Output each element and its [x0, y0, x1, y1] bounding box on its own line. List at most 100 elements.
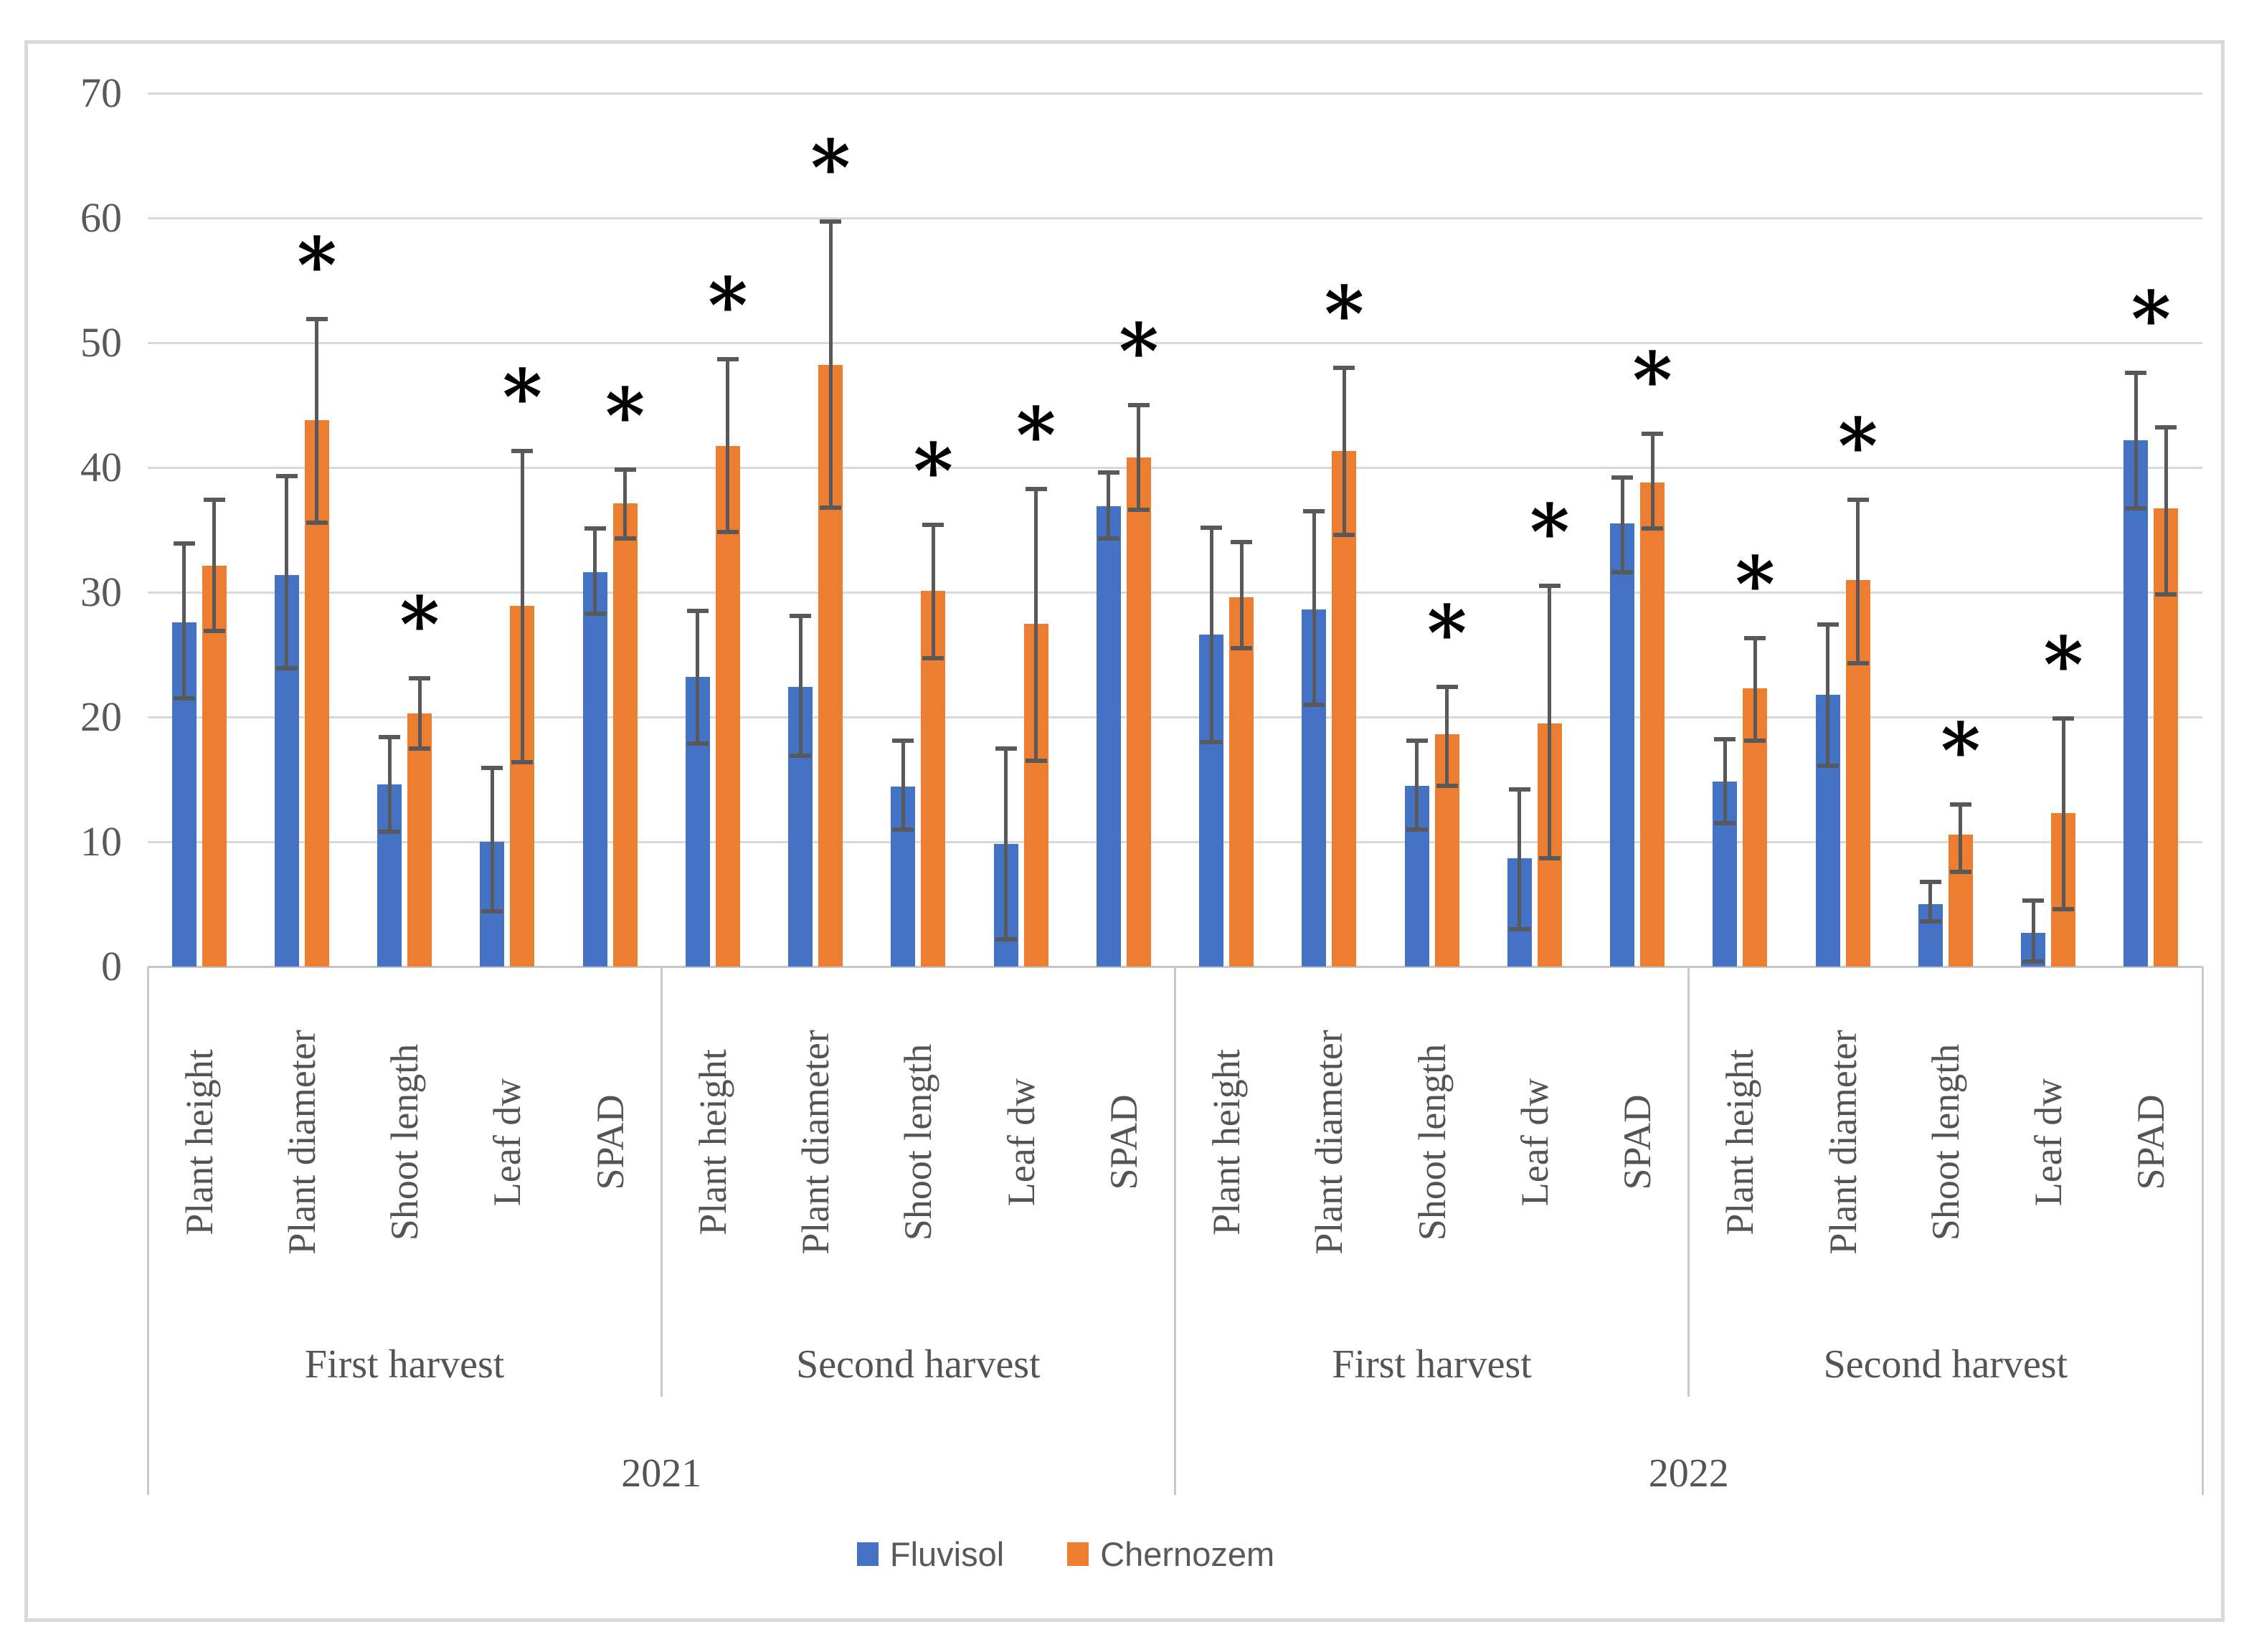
- gridline-y-20: [148, 716, 2202, 718]
- significance-asterisk-2: *: [297, 219, 337, 310]
- category-label-16: Plant height: [1718, 1049, 1762, 1235]
- error-cap-bottom-7: [820, 505, 842, 510]
- error-cap-top-1: [203, 498, 225, 503]
- category-label-14: Leaf dw: [1512, 1078, 1556, 1207]
- error-bar-7: [798, 616, 802, 756]
- y-tick-label: 70: [80, 70, 122, 116]
- error-bar-8: [901, 741, 905, 830]
- error-cap-top-14: [1508, 787, 1530, 792]
- error-bar-12: [1312, 511, 1316, 705]
- error-cap-top-8: [922, 523, 944, 528]
- significance-asterisk-13: *: [1426, 588, 1467, 678]
- error-bar-8: [931, 525, 935, 659]
- y-tick-label: 20: [80, 693, 122, 740]
- year-divider: [2201, 967, 2204, 1495]
- significance-asterisk-20: *: [2131, 273, 2172, 364]
- error-cap-top-15: [1642, 432, 1664, 437]
- error-cap-top-17: [1847, 498, 1869, 503]
- error-cap-bottom-3: [409, 746, 431, 751]
- error-bar-5: [593, 528, 597, 614]
- error-cap-top-5: [584, 526, 606, 531]
- error-bar-6: [696, 611, 700, 744]
- error-bar-4: [490, 768, 494, 912]
- bar-fluvisol-10: [1096, 505, 1121, 967]
- legend: Fluvisol Chernozem: [851, 1534, 1281, 1574]
- error-bar-14: [1548, 586, 1552, 858]
- error-cap-top-8: [892, 739, 914, 744]
- error-cap-top-6: [686, 609, 709, 614]
- error-cap-bottom-18: [1919, 919, 1941, 924]
- error-cap-top-14: [1538, 584, 1561, 589]
- category-label-8: Shoot length: [896, 1043, 940, 1241]
- significance-asterisk-4: *: [502, 352, 543, 442]
- error-bar-9: [1004, 748, 1008, 939]
- error-cap-top-18: [1919, 879, 1941, 884]
- error-cap-bottom-10: [1127, 508, 1150, 513]
- error-bar-10: [1137, 405, 1141, 511]
- category-label-6: Plant height: [691, 1049, 734, 1235]
- error-cap-bottom-6: [686, 741, 709, 746]
- gridline-y-60: [148, 217, 2202, 219]
- error-bar-11: [1239, 542, 1244, 649]
- harvest-divider: [1687, 967, 1690, 1397]
- harvest-label-1: First harvest: [304, 1342, 505, 1387]
- error-cap-bottom-14: [1538, 855, 1561, 860]
- bar-chernozem-15: [1640, 482, 1665, 967]
- error-cap-bottom-20: [2155, 592, 2177, 597]
- error-cap-bottom-3: [379, 830, 401, 835]
- error-bar-4: [520, 451, 524, 762]
- error-bar-20: [2134, 372, 2138, 509]
- error-cap-top-17: [1817, 622, 1839, 627]
- bar-chernozem-3: [407, 713, 432, 967]
- gridline-y-40: [148, 467, 2202, 469]
- error-bar-3: [417, 678, 422, 749]
- error-cap-top-10: [1127, 403, 1150, 407]
- error-bar-16: [1723, 739, 1727, 823]
- error-cap-bottom-18: [1949, 869, 1971, 874]
- error-cap-top-3: [379, 734, 401, 739]
- error-cap-bottom-15: [1611, 570, 1634, 575]
- error-cap-bottom-16: [1714, 820, 1736, 825]
- significance-asterisk-10: *: [1119, 306, 1159, 396]
- error-cap-top-13: [1406, 739, 1428, 744]
- error-cap-bottom-2: [306, 520, 328, 525]
- category-label-20: SPAD: [2129, 1094, 2173, 1190]
- error-cap-top-5: [614, 467, 636, 473]
- bar-fluvisol-15: [1610, 523, 1635, 967]
- bar-chernozem-5: [612, 503, 638, 967]
- error-bar-2: [315, 318, 319, 523]
- error-bar-14: [1518, 789, 1522, 929]
- error-cap-bottom-4: [481, 909, 503, 914]
- error-bar-1: [182, 543, 186, 698]
- error-cap-bottom-1: [173, 696, 195, 701]
- error-bar-5: [623, 470, 628, 539]
- significance-asterisk-5: *: [605, 371, 645, 461]
- category-label-3: Shoot length: [383, 1043, 427, 1241]
- bar-fluvisol-5: [582, 572, 607, 967]
- significance-asterisk-18: *: [1941, 705, 1981, 795]
- error-cap-bottom-8: [892, 827, 914, 832]
- error-bar-6: [726, 359, 730, 533]
- error-cap-bottom-19: [2022, 959, 2045, 964]
- significance-asterisk-14: *: [1530, 487, 1570, 577]
- error-cap-top-11: [1201, 525, 1223, 530]
- error-cap-top-2: [306, 316, 328, 321]
- error-cap-bottom-13: [1436, 783, 1458, 788]
- error-cap-bottom-11: [1231, 646, 1253, 651]
- error-bar-1: [212, 500, 217, 631]
- harvest-label-4: Second harvest: [1823, 1342, 2068, 1387]
- error-bar-10: [1107, 472, 1111, 539]
- significance-asterisk-16: *: [1735, 539, 1776, 630]
- error-bar-13: [1445, 687, 1449, 786]
- error-cap-top-20: [2155, 425, 2177, 430]
- error-cap-top-9: [1025, 486, 1047, 491]
- error-cap-top-2: [275, 474, 298, 479]
- category-label-19: Leaf dw: [2027, 1078, 2070, 1207]
- significance-asterisk-9: *: [1015, 389, 1056, 480]
- error-cap-top-15: [1611, 475, 1634, 480]
- category-label-11: Plant height: [1205, 1049, 1249, 1235]
- error-bar-16: [1753, 638, 1757, 741]
- category-label-2: Plant diameter: [280, 1030, 323, 1255]
- error-bar-9: [1034, 488, 1038, 761]
